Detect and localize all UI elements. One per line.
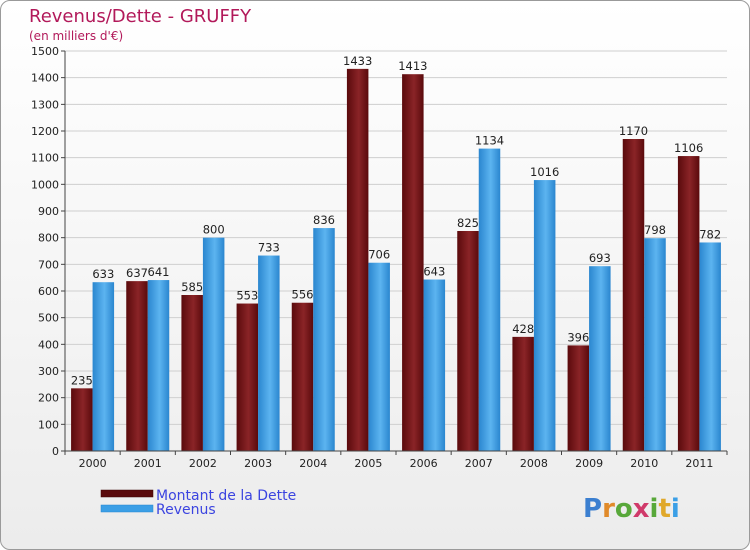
y-tick-label: 1500 <box>31 45 59 58</box>
value-label-revenus: 798 <box>644 223 666 237</box>
bar-debt <box>567 345 590 451</box>
bar-debt <box>71 388 93 451</box>
x-tick-label: 2005 <box>354 457 382 470</box>
y-tick-label: 0 <box>52 445 59 458</box>
bar-debt <box>622 139 645 451</box>
value-label-debt: 396 <box>567 330 589 344</box>
legend-label-revenus: Revenus <box>156 502 216 518</box>
y-tick-label: 700 <box>38 258 59 271</box>
value-label-debt: 585 <box>181 280 203 294</box>
y-tick-label: 300 <box>38 365 59 378</box>
value-label-revenus: 633 <box>92 267 114 281</box>
bar-debt <box>512 336 534 451</box>
x-tick-label: 2006 <box>410 457 438 470</box>
legend-swatch-debt <box>100 489 154 498</box>
y-tick-label: 600 <box>38 285 59 298</box>
bar-debt <box>181 295 203 451</box>
x-tick-label: 2010 <box>630 457 658 470</box>
value-label-revenus: 733 <box>258 241 280 255</box>
value-label-revenus: 1016 <box>530 165 559 179</box>
bar-revenus <box>147 280 170 451</box>
value-label-debt: 1106 <box>674 141 703 155</box>
x-tick-label: 2002 <box>189 457 217 470</box>
logo-letter: x <box>633 494 650 524</box>
bar-debt <box>457 231 479 451</box>
logo-letter: i <box>650 494 659 524</box>
y-tick-label: 1000 <box>31 178 59 191</box>
legend-label-debt: Montant de la Dette <box>156 488 296 504</box>
value-label-revenus: 693 <box>589 251 611 265</box>
value-label-debt: 428 <box>512 322 534 336</box>
x-tick-label: 2009 <box>575 457 603 470</box>
logo-text: Proxiti <box>583 494 680 524</box>
bar-debt <box>126 281 148 451</box>
logo-letter: t <box>658 494 670 524</box>
value-label-revenus: 706 <box>368 248 390 262</box>
y-tick-label: 1100 <box>31 152 59 165</box>
value-label-debt: 637 <box>126 266 148 280</box>
bar-revenus <box>313 228 335 451</box>
value-label-revenus: 643 <box>423 265 445 279</box>
bar-revenus <box>368 262 390 451</box>
x-tick-label: 2001 <box>134 457 162 470</box>
value-label-debt: 825 <box>457 216 479 230</box>
y-tick-label: 800 <box>38 232 59 245</box>
value-label-debt: 235 <box>71 373 93 387</box>
bar-debt <box>346 68 369 451</box>
chart-subtitle: (en milliers d'€) <box>29 29 123 43</box>
logo-letter: o <box>615 494 633 524</box>
proxiti-logo: Proxiti <box>583 494 680 524</box>
x-tick-label: 2004 <box>299 457 327 470</box>
y-tick-label: 900 <box>38 205 59 218</box>
y-tick-label: 200 <box>38 392 59 405</box>
value-label-debt: 1170 <box>619 124 648 138</box>
value-label-revenus: 782 <box>699 227 721 241</box>
y-tick-label: 100 <box>38 418 59 431</box>
x-tick-label: 2008 <box>520 457 548 470</box>
bar-revenus <box>644 238 666 451</box>
value-label-debt: 553 <box>236 289 258 303</box>
y-tick-label: 400 <box>38 338 59 351</box>
legend: Montant de la Dette Revenus <box>100 488 296 518</box>
value-label-debt: 1413 <box>398 59 427 73</box>
value-label-revenus: 800 <box>203 223 225 237</box>
logo-letter: P <box>583 494 602 524</box>
bar-revenus <box>533 180 556 452</box>
y-tick-label: 1200 <box>31 125 59 138</box>
logo-letter: r <box>602 494 615 524</box>
value-label-revenus: 641 <box>148 265 170 279</box>
bar-debt <box>402 74 424 451</box>
x-tick-label: 2000 <box>79 457 107 470</box>
value-label-revenus: 836 <box>313 213 335 227</box>
bar-debt <box>677 156 700 452</box>
grid-layer <box>65 50 727 452</box>
x-tick-label: 2003 <box>244 457 272 470</box>
axis-layer: 0 100 200 300 400 500 600 700 800 900 1000 1100 1200… <box>31 45 728 470</box>
bar-revenus <box>699 242 721 451</box>
legend-swatch-revenus <box>100 504 154 513</box>
bar-revenus <box>92 282 115 451</box>
logo-letter: i <box>671 494 680 524</box>
bar-revenus <box>478 148 501 451</box>
bar-revenus <box>423 279 446 451</box>
value-label-debt: 556 <box>292 288 314 302</box>
bar-debt <box>236 303 259 451</box>
value-label-debt: 1433 <box>343 54 372 68</box>
bars-layer <box>71 68 721 452</box>
y-tick-label: 1400 <box>31 72 59 85</box>
x-tick-label: 2007 <box>465 457 493 470</box>
bar-debt <box>291 302 314 451</box>
bar-revenus <box>258 255 280 451</box>
y-tick-label: 500 <box>38 312 59 325</box>
bar-revenus <box>202 237 225 451</box>
labels-layer: 235 633 637 641 585 800 553 733 556 836 1433 706 141… <box>71 54 721 387</box>
chart-title: Revenus/Dette - GRUFFY <box>29 6 252 27</box>
x-tick-label: 2011 <box>685 457 713 470</box>
value-label-revenus: 1134 <box>475 134 504 148</box>
y-tick-label: 1300 <box>31 98 59 111</box>
bar-revenus <box>589 266 611 451</box>
